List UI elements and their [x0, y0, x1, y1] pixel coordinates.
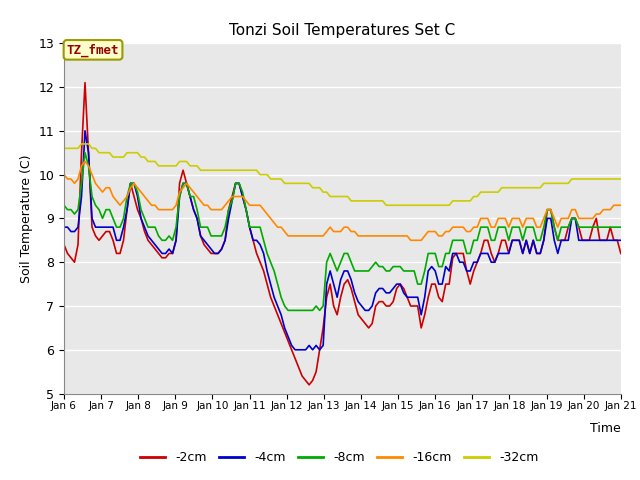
Title: Tonzi Soil Temperatures Set C: Tonzi Soil Temperatures Set C — [229, 23, 456, 38]
Y-axis label: Soil Temperature (C): Soil Temperature (C) — [20, 154, 33, 283]
Text: TZ_fmet: TZ_fmet — [67, 43, 119, 57]
Legend: -2cm, -4cm, -8cm, -16cm, -32cm: -2cm, -4cm, -8cm, -16cm, -32cm — [135, 446, 543, 469]
Text: Time: Time — [590, 422, 621, 435]
